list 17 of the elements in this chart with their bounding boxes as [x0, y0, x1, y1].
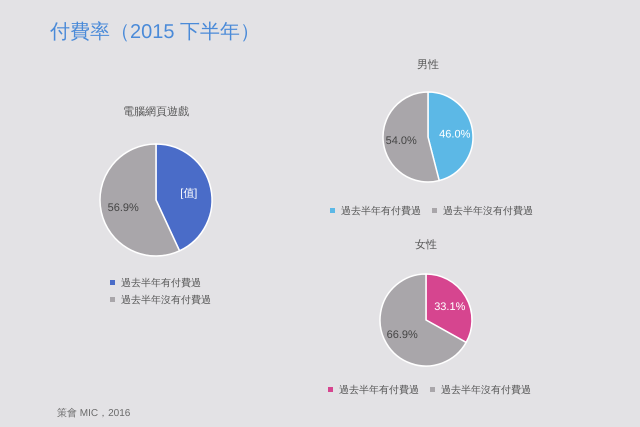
legend-label: 過去半年沒有付費過 [121, 294, 211, 306]
chart-title: 男性 [417, 59, 439, 71]
chart-title: 女性 [415, 239, 437, 251]
data-label: 56.9% [108, 202, 139, 214]
chart-title: 電腦網頁遊戲 [123, 105, 189, 118]
text: 策會 MIC，2016 [57, 407, 131, 419]
data-label: 54.0% [386, 135, 418, 148]
legend-label: 過去半年沒有付費過 [443, 205, 533, 217]
data-label: 66.9% [386, 328, 418, 341]
text: 付費率（2015 下半年） [49, 21, 260, 43]
data-label: 33.1% [434, 300, 466, 313]
data-label: 46.0% [439, 128, 471, 140]
legend-label: 過去半年有付費過 [121, 277, 201, 289]
legend-label: 過去半年有付費過 [339, 384, 419, 396]
data-label: [值] [180, 188, 198, 200]
legend-label: 過去半年有付費過 [341, 205, 421, 217]
legend-label: 過去半年沒有付費過 [441, 384, 531, 396]
